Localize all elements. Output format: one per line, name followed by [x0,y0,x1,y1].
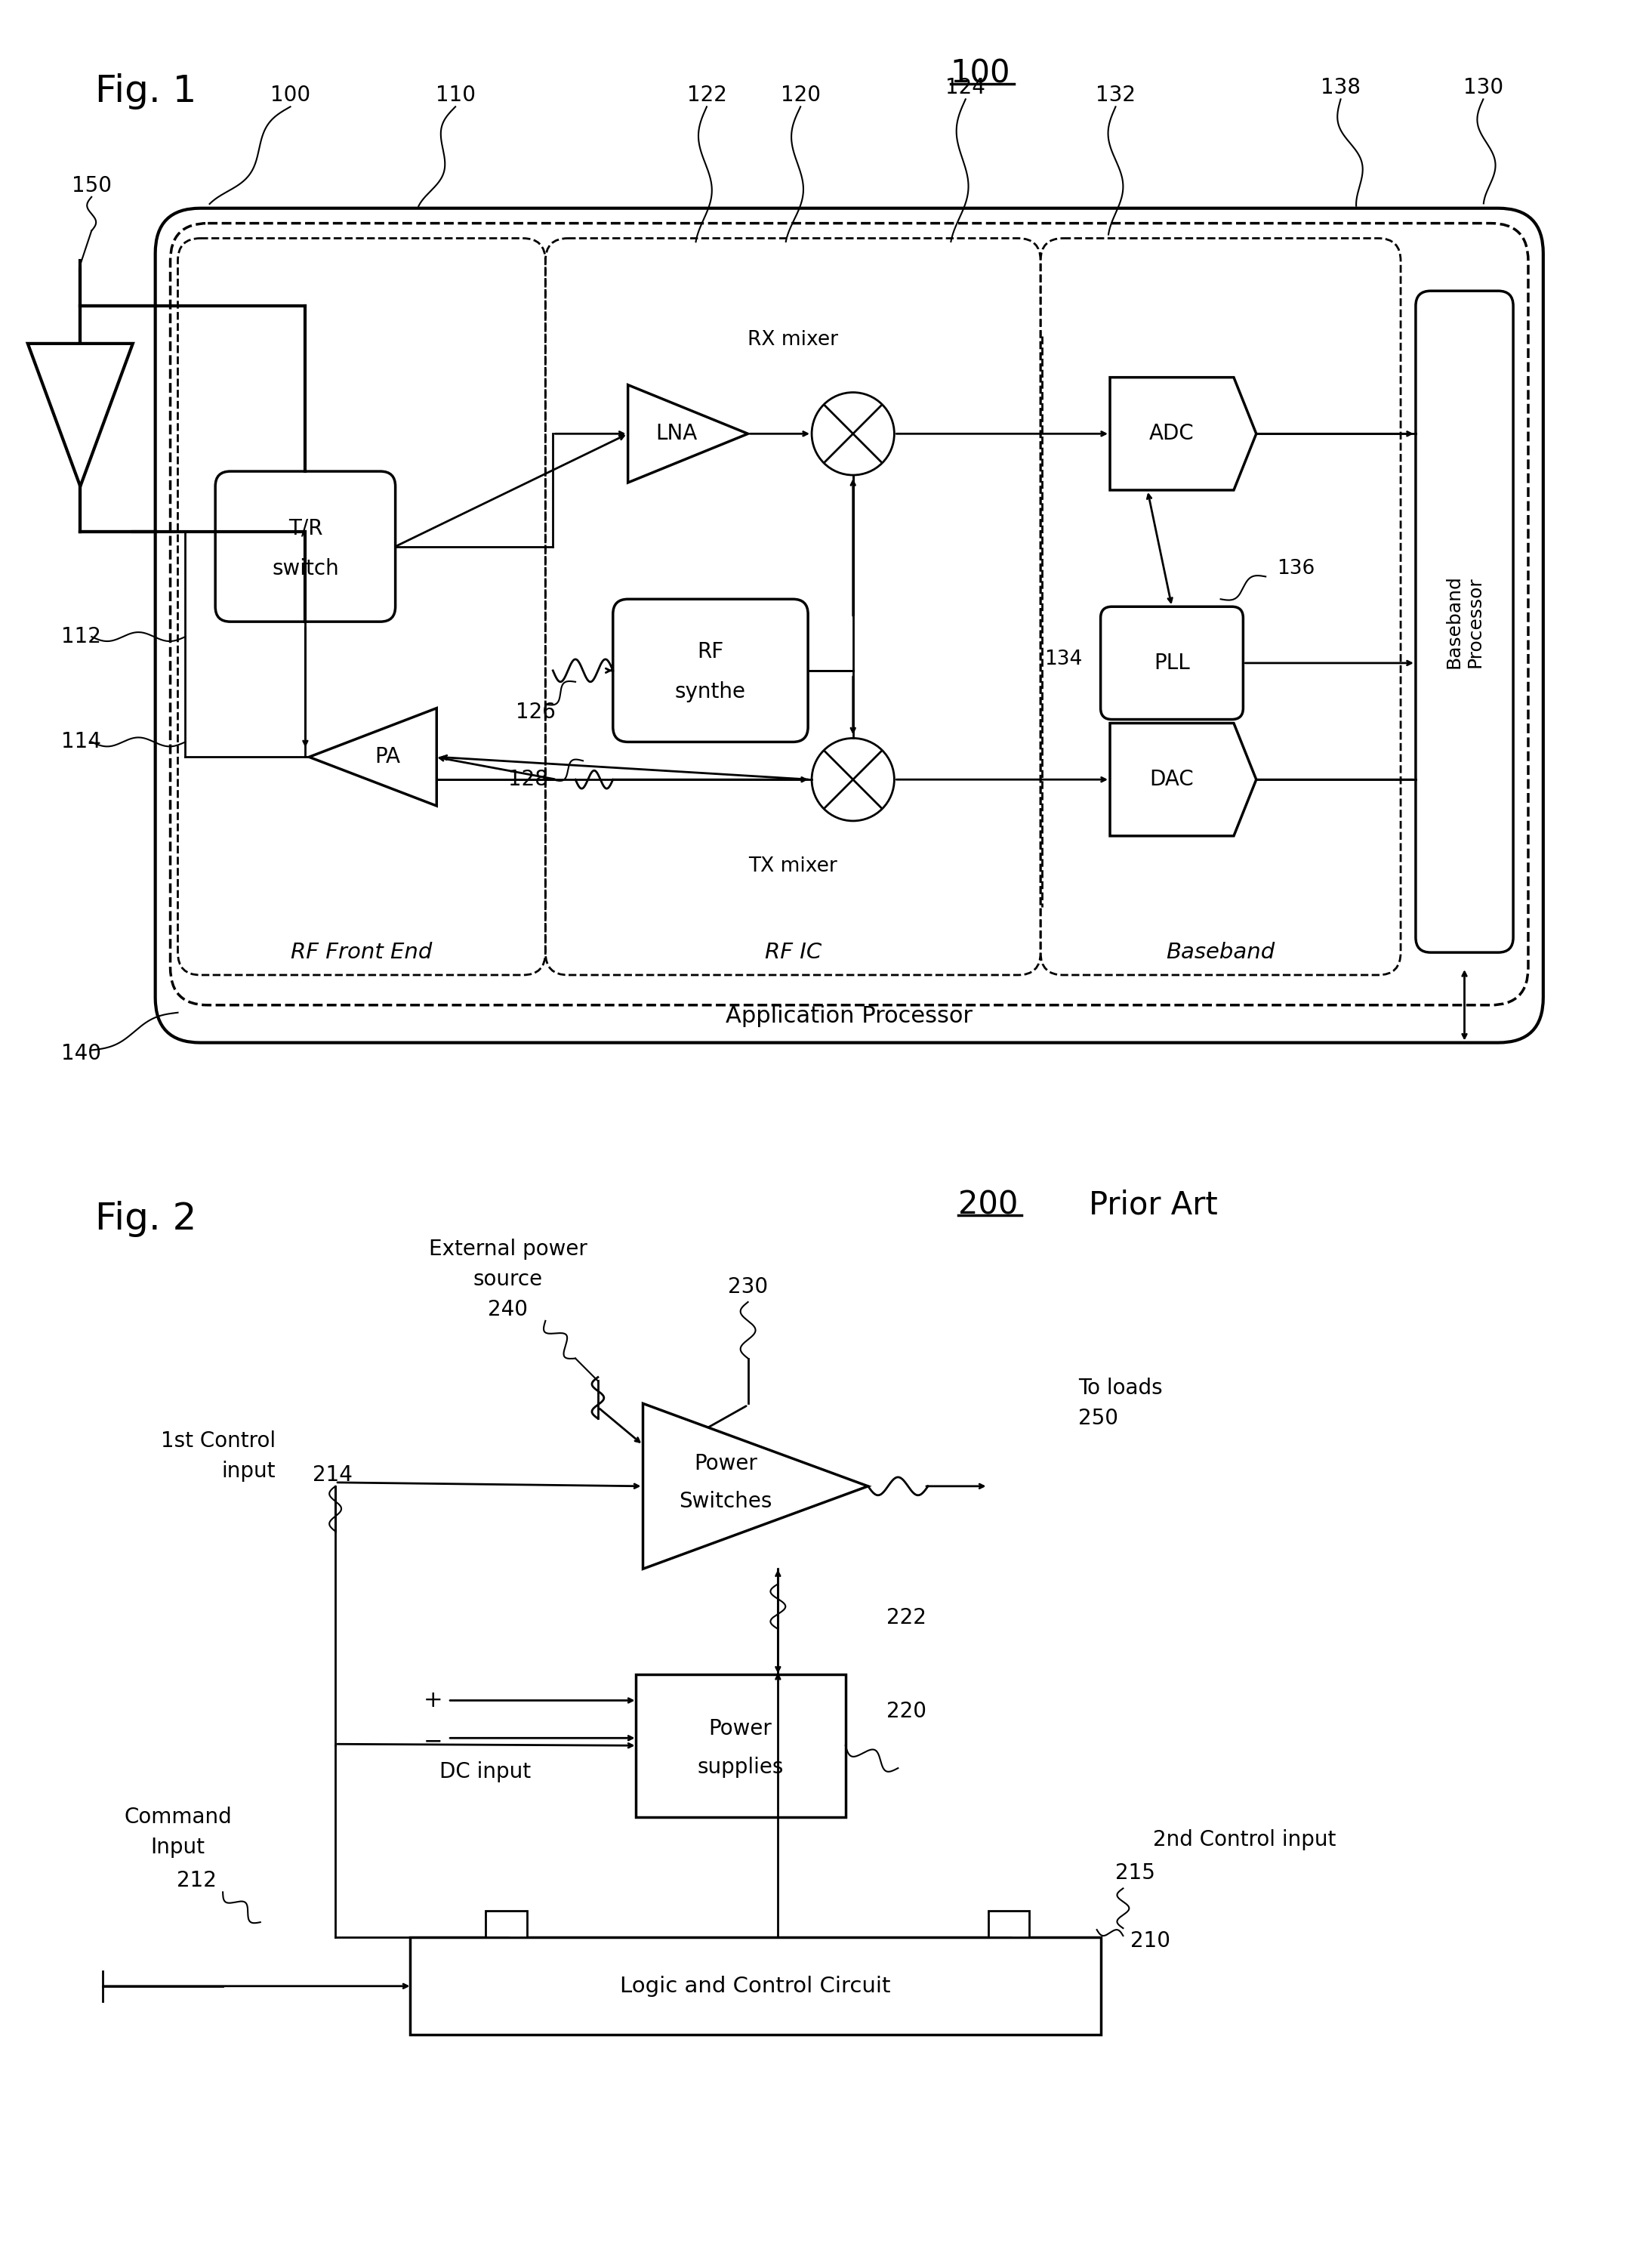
Polygon shape [28,342,133,485]
Text: Power: Power [694,1454,758,1474]
Text: 126: 126 [515,701,556,723]
Polygon shape [1110,376,1256,490]
Text: Fig. 2: Fig. 2 [95,1200,197,1236]
Text: 212: 212 [177,1871,216,1892]
Text: DAC: DAC [1150,769,1194,789]
Text: 124: 124 [946,77,986,98]
Text: 2nd Control input: 2nd Control input [1153,1828,1337,1851]
Text: DC input: DC input [440,1762,531,1783]
Polygon shape [308,708,436,805]
Text: LNA: LNA [656,424,697,445]
Bar [410,1937,1100,2034]
Text: Input: Input [151,1837,205,1857]
Text: RX mixer: RX mixer [748,329,838,349]
Text: RF Front End: RF Front End [290,941,433,964]
Text: +: + [423,1690,443,1712]
Text: ADC: ADC [1150,424,1194,445]
Text: T/R: T/R [289,517,323,540]
Bar [485,1912,526,1937]
Text: 136: 136 [1278,560,1315,578]
Text: Logic and Control Circuit: Logic and Control Circuit [620,1975,891,1996]
Bar [987,1912,1030,1937]
Text: RF: RF [697,642,723,662]
Text: −: − [423,1730,443,1753]
Text: 222: 222 [887,1608,927,1628]
FancyBboxPatch shape [215,472,395,621]
Text: External power: External power [428,1238,587,1261]
Text: Prior Art: Prior Art [1089,1188,1217,1220]
Text: PLL: PLL [1155,653,1191,674]
Text: Switches: Switches [679,1490,772,1513]
Text: 110: 110 [435,84,476,107]
Text: 215: 215 [1115,1862,1156,1885]
Text: 210: 210 [1130,1930,1171,1950]
FancyBboxPatch shape [1100,606,1243,719]
Text: switch: switch [272,558,339,581]
Text: source: source [472,1268,543,1290]
Text: 100: 100 [271,84,310,107]
Text: Baseband
Processor: Baseband Processor [1445,574,1484,669]
Text: 120: 120 [781,84,820,107]
Text: 140: 140 [62,1043,102,1064]
Text: 114: 114 [62,730,102,753]
Polygon shape [628,386,748,483]
Text: 214: 214 [313,1465,353,1486]
Text: RF IC: RF IC [764,941,822,964]
FancyBboxPatch shape [613,599,809,742]
Text: 200: 200 [958,1188,1018,1220]
Text: Command: Command [125,1805,231,1828]
Text: TX mixer: TX mixer [748,857,838,875]
Text: supplies: supplies [697,1755,784,1778]
Text: To loads: To loads [1077,1379,1163,1399]
Text: Fig. 1: Fig. 1 [95,73,197,109]
Text: Power: Power [708,1717,772,1740]
Text: PA: PA [376,746,400,767]
Text: 240: 240 [487,1300,528,1320]
Text: 250: 250 [1077,1408,1118,1429]
Text: 132: 132 [1096,84,1135,107]
Text: 128: 128 [508,769,548,789]
Text: 130: 130 [1463,77,1504,98]
Text: 122: 122 [687,84,727,107]
Text: 1st Control: 1st Control [161,1431,276,1452]
Polygon shape [1110,723,1256,837]
FancyBboxPatch shape [1415,290,1514,953]
Text: 100: 100 [951,59,1010,91]
Bar [635,1674,846,1817]
Text: input: input [221,1461,276,1481]
Text: 150: 150 [72,175,112,197]
Text: 134: 134 [1045,649,1082,669]
Text: 220: 220 [887,1701,927,1721]
Text: Application Processor: Application Processor [727,1005,973,1027]
Text: Baseband: Baseband [1166,941,1274,964]
Polygon shape [643,1404,868,1569]
Text: synthe: synthe [676,680,746,703]
Text: 112: 112 [62,626,102,646]
Text: 230: 230 [728,1277,768,1297]
Text: 138: 138 [1320,77,1361,98]
